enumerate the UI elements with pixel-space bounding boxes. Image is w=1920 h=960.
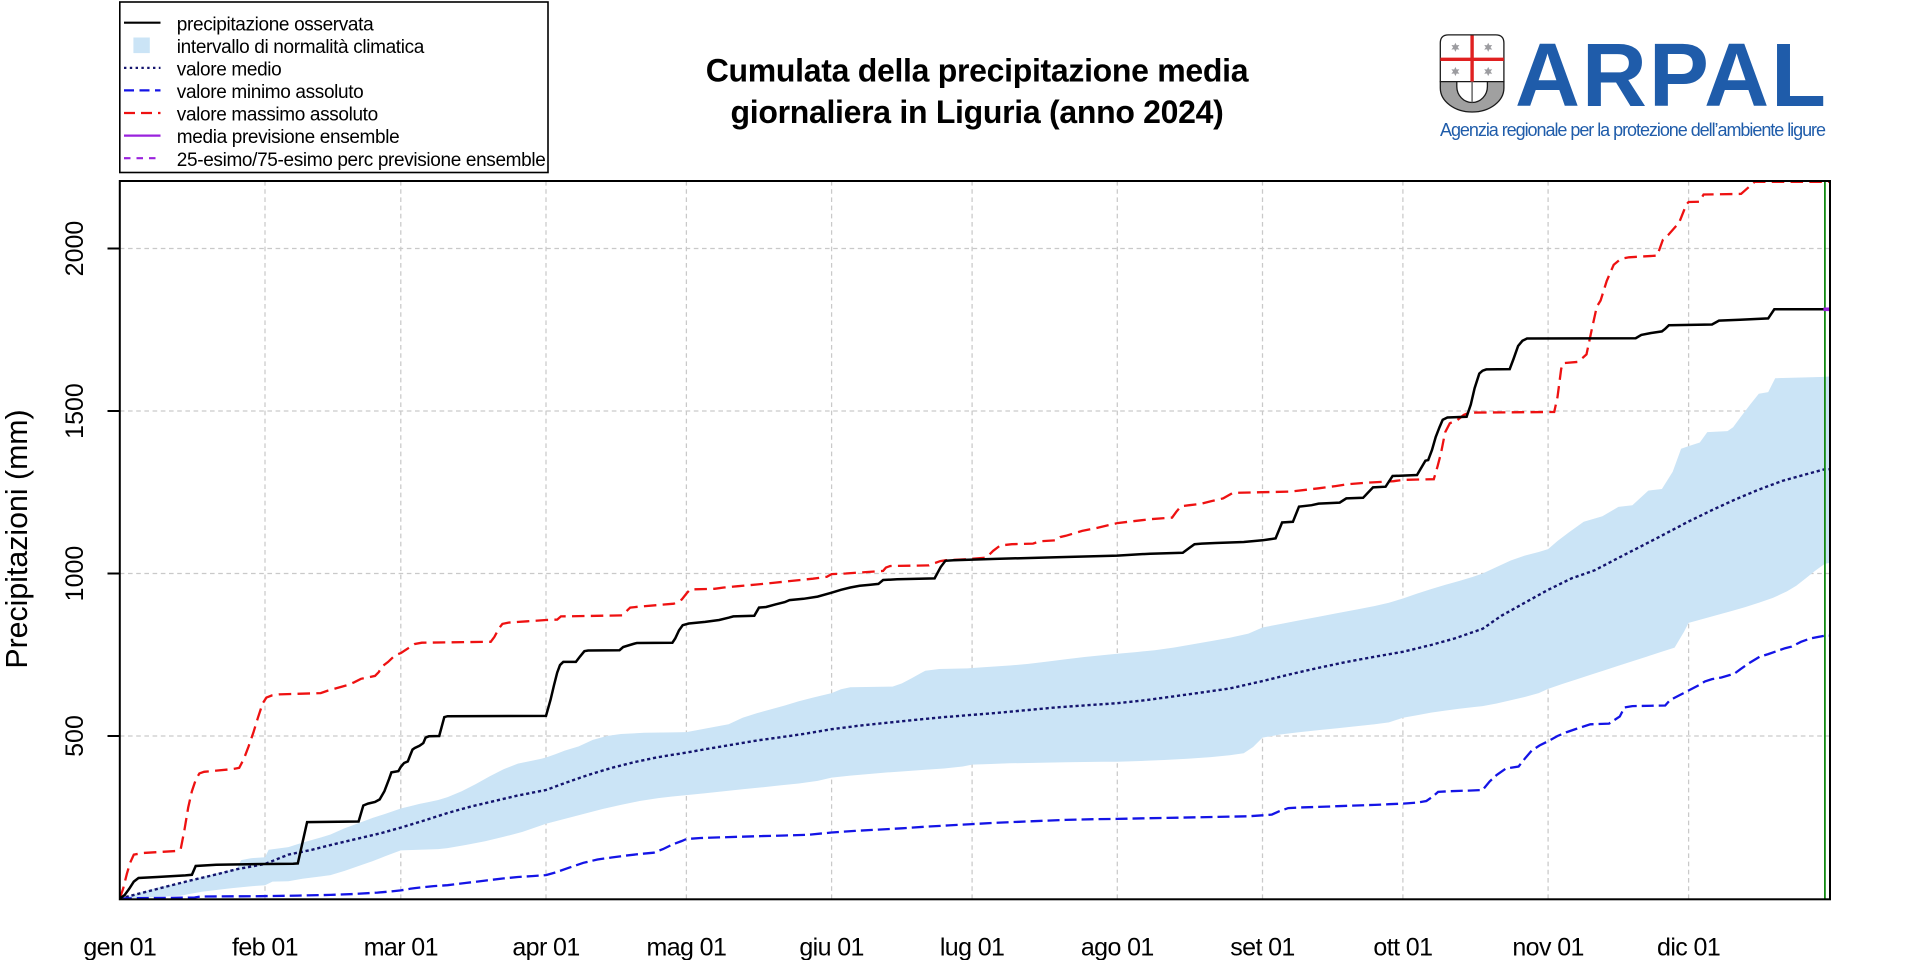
svg-text:giu 01: giu 01	[799, 934, 864, 960]
svg-text:Agenzia regionale per la prote: Agenzia regionale per la protezione dell…	[1440, 120, 1826, 140]
svg-text:mag 01: mag 01	[647, 934, 727, 960]
svg-text:mar 01: mar 01	[364, 934, 438, 960]
svg-text:lug 01: lug 01	[940, 934, 1005, 960]
svg-text:feb 01: feb 01	[232, 934, 298, 960]
svg-text:1500: 1500	[61, 383, 89, 439]
svg-text:valore minimo assoluto: valore minimo assoluto	[177, 82, 364, 103]
svg-text:media previsione ensemble: media previsione ensemble	[177, 127, 400, 148]
svg-text:apr 01: apr 01	[512, 934, 579, 960]
svg-text:dic 01: dic 01	[1657, 934, 1720, 960]
svg-text:valore massimo assoluto: valore massimo assoluto	[177, 105, 378, 126]
svg-text:ott 01: ott 01	[1373, 934, 1432, 960]
svg-text:intervallo di normalità climat: intervallo di normalità climatica	[177, 37, 425, 58]
svg-text:Precipitazioni (mm): Precipitazioni (mm)	[1, 409, 34, 668]
svg-text:ago 01: ago 01	[1081, 934, 1154, 960]
svg-text:gen 01: gen 01	[83, 934, 156, 960]
svg-text:500: 500	[61, 715, 89, 757]
svg-text:precipitazione osservata: precipitazione osservata	[177, 14, 374, 35]
svg-text:1000: 1000	[61, 546, 89, 602]
svg-text:2000: 2000	[61, 221, 89, 277]
svg-text:set 01: set 01	[1230, 934, 1295, 960]
svg-text:nov 01: nov 01	[1512, 934, 1583, 960]
svg-text:Cumulata della precipitazione: Cumulata della precipitazione media	[706, 52, 1249, 88]
svg-text:valore medio: valore medio	[177, 60, 282, 81]
svg-text:ARPAL: ARPAL	[1515, 26, 1825, 126]
svg-text:25-esimo/75-esimo perc previsi: 25-esimo/75-esimo perc previsione ensemb…	[177, 150, 546, 171]
svg-text:giornaliera in Liguria (anno 2: giornaliera in Liguria (anno 2024)	[730, 94, 1223, 130]
